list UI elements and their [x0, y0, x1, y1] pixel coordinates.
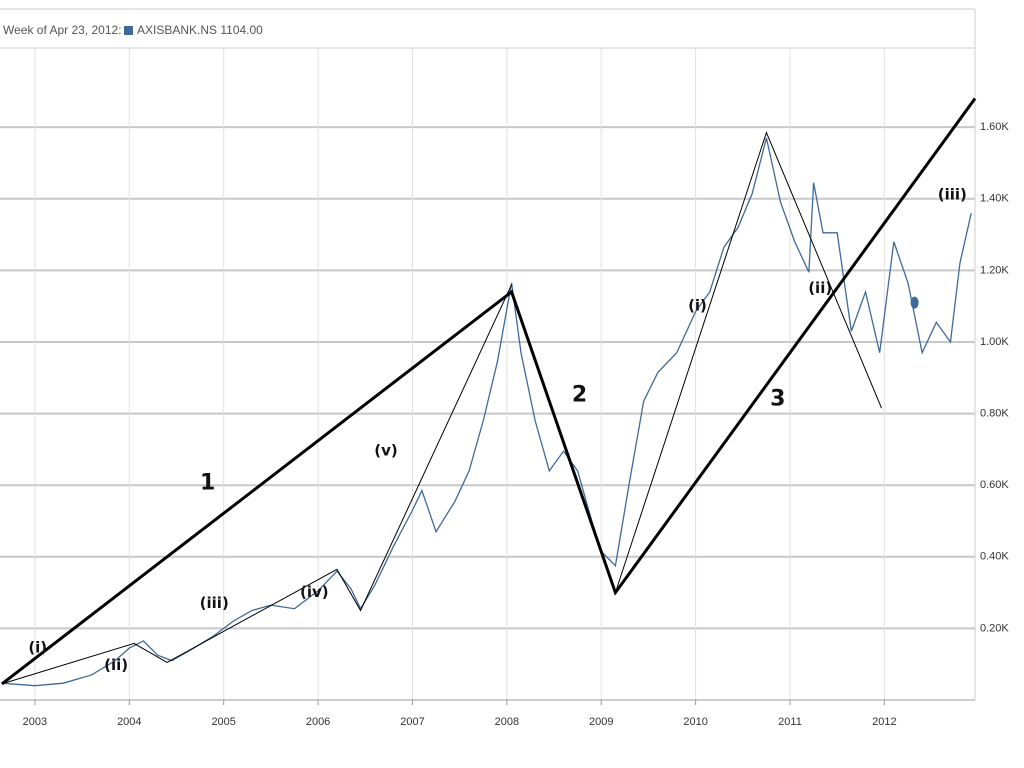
current-marker — [910, 296, 919, 309]
legend-swatch — [124, 26, 133, 35]
wave-label: (i) — [28, 639, 47, 657]
chart-title: Week of Apr 23, 2012: — [3, 23, 122, 37]
x-tick-label: 2005 — [211, 716, 235, 728]
x-tick-label: 2008 — [495, 716, 519, 728]
wave-label: (iv) — [300, 583, 329, 601]
legend-label: AXISBANK.NS 1104.00 — [137, 23, 263, 37]
wave-label: (iii) — [938, 186, 967, 204]
x-tick-label: 2007 — [400, 716, 424, 728]
x-tick-label: 2011 — [778, 716, 802, 728]
wave-label: 3 — [770, 386, 785, 411]
y-tick-label: 0.20K — [980, 622, 1009, 634]
y-tick-label: 0.60K — [980, 479, 1009, 491]
wave-label: (i) — [688, 297, 707, 315]
y-tick-label: 0.40K — [980, 551, 1009, 563]
y-tick-label: 1.60K — [980, 121, 1009, 133]
y-tick-label: 1.20K — [980, 264, 1009, 276]
x-tick-label: 2010 — [683, 716, 707, 728]
x-tick-label: 2006 — [306, 716, 330, 728]
x-tick-label: 2003 — [23, 716, 47, 728]
x-tick-label: 2012 — [872, 716, 896, 728]
wave-label: (ii) — [104, 656, 128, 674]
y-tick-label: 1.00K — [980, 336, 1009, 348]
wave-label: (v) — [374, 442, 398, 460]
x-tick-label: 2004 — [117, 716, 141, 728]
wave-line — [0, 97, 977, 686]
y-tick-label: 0.80K — [980, 407, 1009, 419]
wave-label: (iii) — [200, 594, 229, 612]
wave-line — [1, 284, 513, 685]
x-tick-label: 2009 — [589, 716, 613, 728]
wave-label: 1 — [200, 470, 215, 495]
y-tick-label: 1.40K — [980, 193, 1009, 205]
wave-label: (ii) — [808, 279, 832, 297]
wave-label: 2 — [572, 383, 587, 408]
wave-line — [614, 131, 883, 593]
price-line — [1, 137, 972, 687]
